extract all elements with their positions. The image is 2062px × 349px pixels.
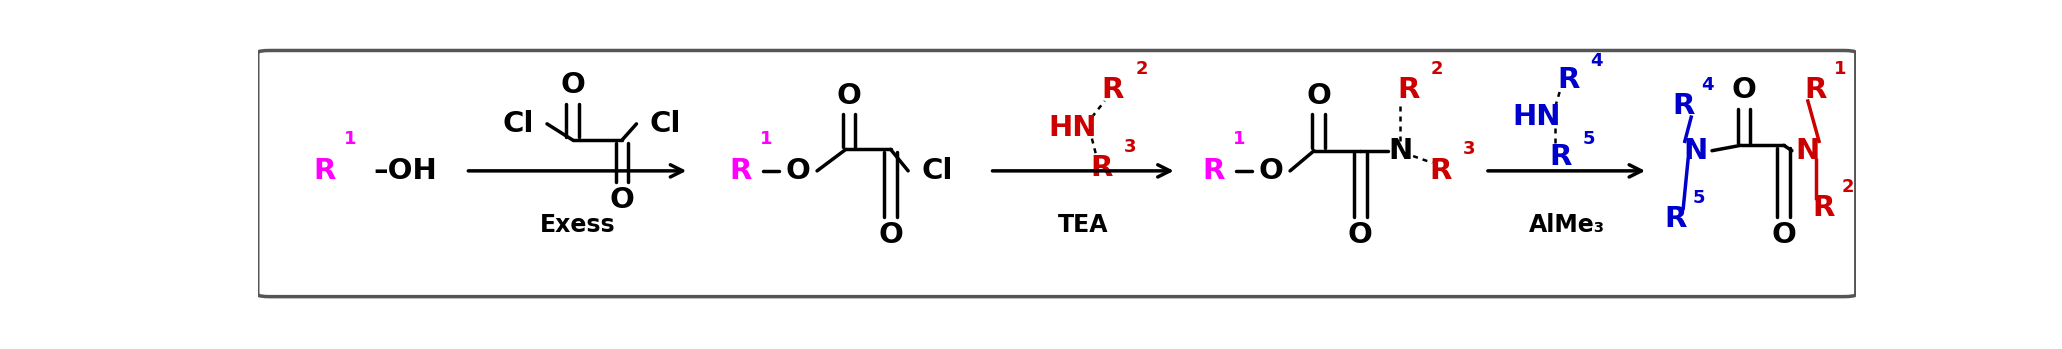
FancyBboxPatch shape xyxy=(258,51,1856,297)
Text: O: O xyxy=(1771,221,1796,250)
Text: Cl: Cl xyxy=(503,110,534,138)
Text: 5: 5 xyxy=(1584,129,1596,148)
Text: 1: 1 xyxy=(1833,60,1845,78)
Text: R: R xyxy=(1091,154,1113,182)
Text: N: N xyxy=(1685,137,1707,165)
Text: R: R xyxy=(1672,92,1695,120)
Text: Cl: Cl xyxy=(650,110,680,138)
Text: R: R xyxy=(1549,143,1571,171)
Text: O: O xyxy=(1349,221,1373,250)
Text: R: R xyxy=(1812,194,1835,223)
Text: O: O xyxy=(837,82,862,110)
Text: 1: 1 xyxy=(759,129,771,148)
Text: O: O xyxy=(1258,157,1283,185)
Text: 5: 5 xyxy=(1693,189,1705,207)
Text: HN: HN xyxy=(1047,114,1097,142)
Text: Cl: Cl xyxy=(922,157,953,185)
Text: O: O xyxy=(786,157,810,185)
Text: R: R xyxy=(1398,76,1419,104)
Text: HN: HN xyxy=(1511,103,1561,131)
Text: R: R xyxy=(730,157,751,185)
Text: 3: 3 xyxy=(1124,138,1136,156)
Text: Exess: Exess xyxy=(540,213,614,237)
Text: 2: 2 xyxy=(1136,60,1149,78)
Text: N: N xyxy=(1796,137,1821,165)
Text: R: R xyxy=(1804,76,1827,104)
Text: O: O xyxy=(1732,76,1757,104)
Text: R: R xyxy=(313,157,336,185)
Text: R: R xyxy=(1664,205,1687,233)
Text: O: O xyxy=(1307,82,1332,110)
Text: O: O xyxy=(610,186,635,214)
Text: 4: 4 xyxy=(1701,76,1714,94)
Text: O: O xyxy=(878,221,903,250)
Text: 4: 4 xyxy=(1590,52,1602,70)
Text: O: O xyxy=(561,71,586,99)
Text: R: R xyxy=(1429,157,1452,185)
Text: R: R xyxy=(1557,66,1579,94)
Text: AlMe₃: AlMe₃ xyxy=(1528,213,1604,237)
Text: 2: 2 xyxy=(1431,60,1443,78)
Text: R: R xyxy=(1101,76,1124,104)
Text: 1: 1 xyxy=(344,129,357,148)
Text: 2: 2 xyxy=(1841,178,1854,196)
Text: 1: 1 xyxy=(1233,129,1245,148)
Text: TEA: TEA xyxy=(1058,213,1109,237)
Text: R: R xyxy=(1202,157,1225,185)
Text: 3: 3 xyxy=(1462,140,1474,158)
Text: N: N xyxy=(1388,137,1412,165)
Text: –OH: –OH xyxy=(373,157,437,185)
